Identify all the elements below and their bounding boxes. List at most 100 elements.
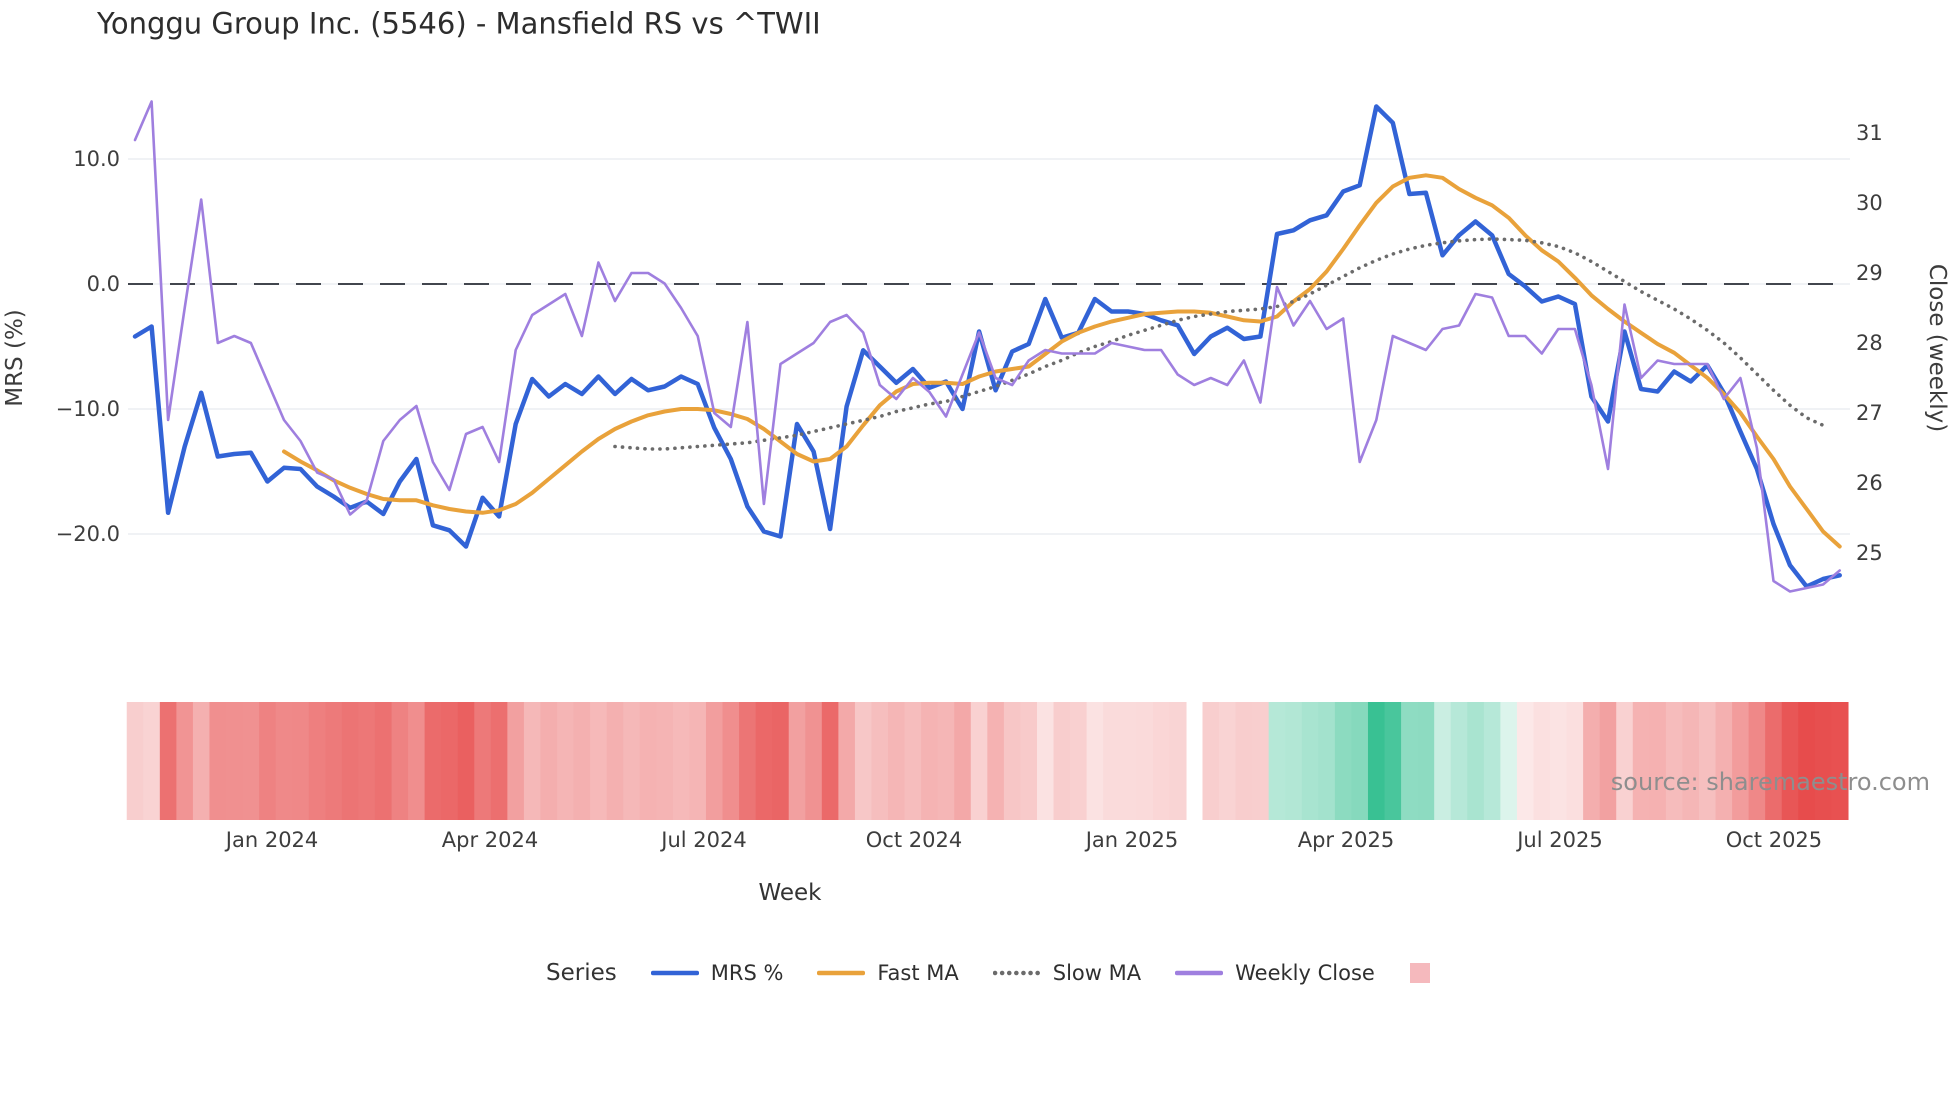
heatmap-cell: [1516, 702, 1535, 820]
heatmap-cell: [325, 702, 343, 820]
y-right-tick-label: 27: [1856, 401, 1883, 425]
heatmap-cell: [1202, 702, 1220, 820]
y-right-tick-label: 30: [1856, 191, 1883, 215]
y-right-tick-label: 29: [1856, 261, 1883, 285]
series-line-slow-ma: [613, 237, 1825, 451]
y-left-tick-label: 0.0: [87, 272, 120, 296]
heatmap-cell: [557, 702, 575, 820]
heatmap-cell: [1483, 702, 1501, 820]
heatmap-cell: [573, 702, 591, 820]
source-watermark: source: sharemaestro.com: [1611, 768, 1930, 796]
heatmap-cell: [970, 702, 988, 820]
series-lines: [132, 100, 1842, 593]
heatmap-cell: [904, 702, 922, 820]
heatmap-swatch-icon: [1409, 963, 1430, 983]
heatmap-cell: [1500, 702, 1518, 820]
heatmap-cell: [1550, 702, 1568, 820]
y-right-tick-label: 26: [1856, 471, 1883, 495]
line-swatch-icon: [992, 970, 1041, 976]
heatmap-cell: [1417, 702, 1435, 820]
heatmap-cell: [1384, 702, 1402, 820]
heatmap-cell: [1268, 702, 1286, 820]
heatmap-cell: [391, 702, 409, 820]
heatmap-cell: [275, 702, 293, 820]
y-left-tick-label: −10.0: [56, 397, 120, 421]
heatmap-cell: [1351, 702, 1369, 820]
heatmap-cell: [507, 702, 525, 820]
heatmap-cell: [408, 702, 426, 820]
x-tick-label: Apr 2025: [1298, 828, 1394, 852]
legend-item-weekly-close[interactable]: Weekly Close: [1175, 961, 1375, 985]
heatmap-cell: [1285, 702, 1303, 820]
heatmap-cell: [159, 702, 177, 820]
heatmap-cell: [1632, 702, 1650, 820]
heatmap-cell: [424, 702, 442, 820]
heatmap-cell: [639, 702, 657, 820]
heatmap-cell: [623, 702, 641, 820]
heatmap-cell: [705, 702, 724, 820]
heatmap-cell: [954, 702, 972, 820]
heatmap-cell: [1715, 702, 1733, 820]
legend-series-label: Series: [546, 960, 617, 986]
heatmap-cell: [871, 702, 889, 820]
heatmap-cell: [474, 702, 492, 820]
legend-item-label: MRS %: [710, 961, 784, 985]
legend-item-label: Slow MA: [1052, 961, 1142, 985]
heatmap-cell: [1732, 702, 1750, 820]
heatmap-cell: [1401, 702, 1419, 820]
heatmap-cell: [176, 702, 194, 820]
heatmap-cell: [1798, 702, 1816, 820]
x-tick-label: Apr 2024: [442, 828, 538, 852]
y-left-tick-label: −20.0: [56, 522, 120, 546]
x-tick-label: Jul 2025: [1515, 828, 1602, 852]
legend-item-slow-ma[interactable]: Slow MA: [992, 961, 1142, 985]
y-left-tick-label: 10.0: [73, 147, 120, 171]
heatmap-cell: [490, 702, 508, 820]
heatmap-cell: [772, 702, 790, 820]
heatmap-cell: [1765, 702, 1783, 820]
heatmap-cell: [1367, 702, 1386, 820]
heatmap-cell: [1086, 702, 1104, 820]
heatmap-cell: [656, 702, 674, 820]
heatmap-cell: [1665, 702, 1684, 820]
heatmap-cell: [126, 702, 144, 820]
heatmap-cell: [1020, 702, 1038, 820]
heatmap-cell: [1781, 702, 1799, 820]
heatmap-cell: [1334, 702, 1353, 820]
heatmap-cell: [722, 702, 740, 820]
heatmap-cell: [1831, 702, 1849, 820]
x-tick-label: Jan 2024: [224, 828, 319, 852]
line-swatch-icon: [1175, 970, 1224, 976]
heatmap-cell: [523, 702, 542, 820]
heatmap-cell: [1301, 702, 1319, 820]
heatmap-cell: [1599, 702, 1617, 820]
heatmap-cell: [888, 702, 906, 820]
y-right-tick-label: 25: [1856, 541, 1883, 565]
heatmap-cell: [192, 702, 211, 820]
series-line-mrs-: [132, 104, 1842, 589]
heatmap-cell: [1152, 702, 1170, 820]
heatmap-cell: [689, 702, 707, 820]
legend-item-label: Weekly Close: [1235, 961, 1375, 985]
heatmap-cell: [540, 702, 558, 820]
heatmap-cell: [1318, 702, 1336, 820]
x-tick-label: Jul 2024: [659, 828, 746, 852]
x-tick-label: Oct 2025: [1726, 828, 1822, 852]
gridlines: [128, 158, 1850, 535]
y-right-tick-label: 28: [1856, 331, 1883, 355]
heatmap-cell: [1169, 702, 1187, 820]
legend-item-fast-ma[interactable]: Fast MA: [817, 961, 959, 985]
heatmap-cell: [1566, 702, 1584, 820]
heatmap-cell: [1219, 702, 1237, 820]
heatmap-cell: [987, 702, 1005, 820]
legend-item-mrs-[interactable]: MRS %: [650, 961, 784, 985]
line-swatch-icon: [650, 970, 699, 976]
heatmap-cell: [1682, 702, 1700, 820]
heatmap-cell: [1450, 702, 1468, 820]
heatmap-cell: [1649, 702, 1667, 820]
y-right-axis-title: Close (weekly): [1924, 264, 1950, 432]
heatmap-cell: [259, 702, 277, 820]
heatmap-cell: [358, 702, 376, 820]
legend-item-heatmap[interactable]: [1409, 962, 1443, 984]
